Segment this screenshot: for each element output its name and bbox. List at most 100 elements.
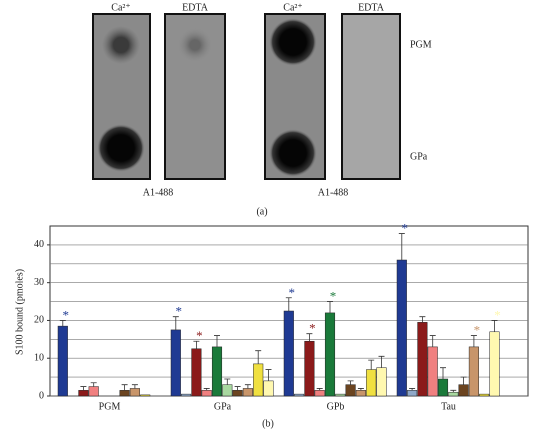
blot-spot — [269, 129, 317, 177]
error-bar — [285, 297, 292, 311]
error-bar — [357, 388, 364, 391]
bar — [335, 393, 346, 397]
bar — [376, 367, 387, 397]
column-label: Ca²⁺ — [283, 2, 302, 13]
error-bar — [491, 320, 498, 332]
row-label: GPa — [410, 151, 428, 162]
error-bar — [172, 316, 179, 330]
column-label: EDTA — [358, 2, 385, 13]
error-bar — [131, 384, 138, 389]
blot-spot — [97, 124, 145, 172]
significance-marker: * — [402, 221, 409, 236]
error-bar — [378, 355, 385, 368]
error-bar — [409, 388, 416, 391]
bar — [314, 390, 325, 397]
bar — [355, 390, 366, 397]
error-bar — [203, 388, 210, 391]
error-bar — [80, 386, 87, 391]
bar — [468, 346, 479, 397]
error-bar — [265, 369, 272, 381]
x-tick-label: PGM — [99, 401, 121, 412]
significance-marker: * — [330, 289, 337, 304]
panel-caption: (a) — [256, 206, 267, 217]
bar — [345, 384, 356, 397]
error-bar — [316, 388, 323, 391]
error-bar — [255, 350, 262, 364]
bar — [448, 391, 459, 397]
bar — [129, 388, 140, 397]
significance-marker: * — [63, 307, 70, 322]
error-bar — [419, 316, 426, 323]
error-bar — [368, 359, 375, 370]
y-tick-label: 40 — [34, 239, 44, 250]
error-bar — [327, 301, 333, 313]
bar — [211, 346, 223, 397]
error-bar — [59, 320, 66, 327]
error-bar — [121, 384, 128, 391]
x-tick-label: GPa — [214, 401, 232, 412]
error-bar — [214, 335, 220, 347]
bar — [191, 348, 202, 397]
blot-spot — [269, 18, 317, 66]
column-label: EDTA — [182, 2, 209, 13]
error-bar — [244, 384, 251, 389]
error-bar — [306, 333, 313, 342]
bar — [324, 312, 336, 397]
error-bar — [450, 389, 457, 393]
error-bar — [224, 378, 231, 385]
blot-spot — [178, 28, 212, 62]
x-tick-label: Tau — [441, 401, 456, 412]
error-bar — [234, 386, 241, 391]
bar — [78, 390, 89, 397]
error-bar — [193, 340, 200, 349]
significance-marker: * — [196, 328, 203, 343]
bar — [407, 390, 418, 397]
bar — [181, 393, 192, 397]
bar — [57, 325, 68, 397]
bar — [294, 393, 305, 397]
significance-marker: * — [474, 323, 481, 338]
bar — [366, 369, 377, 397]
bar — [437, 378, 449, 397]
error-bar — [460, 376, 467, 385]
bar — [479, 393, 490, 397]
antibody-label: A1-488 — [318, 187, 349, 198]
bar — [427, 346, 438, 397]
significance-marker: * — [309, 321, 316, 336]
significance-marker: * — [176, 304, 183, 319]
y-tick-label: 0 — [39, 390, 44, 401]
bar — [242, 388, 253, 397]
bar — [263, 380, 274, 397]
y-axis-label: S100 bound (pmoles) — [14, 269, 25, 355]
panel-caption: (b) — [262, 418, 274, 429]
bar — [170, 329, 181, 397]
bar — [417, 322, 428, 397]
bar — [201, 390, 212, 397]
bar — [253, 363, 264, 397]
bar — [458, 384, 469, 397]
antibody-label: A1-488 — [143, 187, 174, 198]
column-label: Ca²⁺ — [111, 2, 130, 13]
error-bar — [429, 335, 436, 347]
y-tick-label: 10 — [34, 353, 44, 364]
error-bar — [440, 367, 446, 379]
y-tick-label: 30 — [34, 277, 44, 288]
bar — [304, 340, 315, 397]
bar — [232, 390, 243, 397]
x-tick-label: GPb — [327, 401, 345, 412]
significance-marker: * — [289, 285, 296, 300]
error-bar — [470, 335, 477, 347]
bar — [489, 331, 500, 397]
blot-spot — [102, 26, 140, 64]
y-tick-label: 20 — [34, 315, 44, 326]
error-bar — [347, 380, 354, 385]
error-bar — [90, 382, 97, 387]
significance-marker: * — [494, 307, 501, 322]
row-label: PGM — [410, 39, 432, 50]
bar — [140, 394, 151, 397]
bar — [283, 310, 294, 397]
bar — [88, 386, 99, 397]
bar — [222, 384, 233, 397]
